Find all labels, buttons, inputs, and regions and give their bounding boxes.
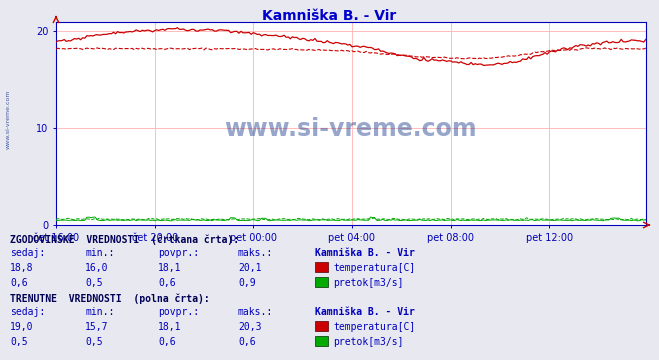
Text: 18,8: 18,8 [10,263,34,273]
Text: 0,5: 0,5 [85,337,103,347]
Text: Kamniška B. - Vir: Kamniška B. - Vir [315,248,415,258]
Text: 0,9: 0,9 [238,278,256,288]
Text: sedaj:: sedaj: [10,307,45,317]
Text: 0,6: 0,6 [238,337,256,347]
Text: sedaj:: sedaj: [10,248,45,258]
Text: min.:: min.: [85,248,115,258]
Text: 0,6: 0,6 [158,278,176,288]
Text: 15,7: 15,7 [85,322,109,332]
Text: 20,1: 20,1 [238,263,262,273]
Text: 20,3: 20,3 [238,322,262,332]
Bar [315,336,328,346]
Text: 16,0: 16,0 [85,263,109,273]
Text: povpr.:: povpr.: [158,248,199,258]
Text: 0,5: 0,5 [10,337,28,347]
Text: TRENUTNE  VREDNOSTI  (polna črta):: TRENUTNE VREDNOSTI (polna črta): [10,293,210,303]
Text: pretok[m3/s]: pretok[m3/s] [333,337,403,347]
Text: 0,5: 0,5 [85,278,103,288]
Text: Kamniška B. - Vir: Kamniška B. - Vir [315,307,415,317]
Text: www.si-vreme.com: www.si-vreme.com [225,117,477,141]
Text: Kamniška B. - Vir: Kamniška B. - Vir [262,9,397,23]
Text: povpr.:: povpr.: [158,307,199,317]
Text: www.si-vreme.com: www.si-vreme.com [6,89,11,149]
Text: min.:: min.: [85,307,115,317]
Text: 18,1: 18,1 [158,322,181,332]
Text: temperatura[C]: temperatura[C] [333,322,415,332]
Bar [315,262,328,272]
Text: 18,1: 18,1 [158,263,181,273]
Text: 0,6: 0,6 [10,278,28,288]
Text: maks.:: maks.: [238,307,273,317]
Bar [315,277,328,287]
Text: maks.:: maks.: [238,248,273,258]
Text: pretok[m3/s]: pretok[m3/s] [333,278,403,288]
Bar [315,321,328,331]
Text: ZGODOVINSKE  VREDNOSTI  (črtkana črta):: ZGODOVINSKE VREDNOSTI (črtkana črta): [10,234,239,245]
Text: temperatura[C]: temperatura[C] [333,263,415,273]
Text: 0,6: 0,6 [158,337,176,347]
Text: 19,0: 19,0 [10,322,34,332]
